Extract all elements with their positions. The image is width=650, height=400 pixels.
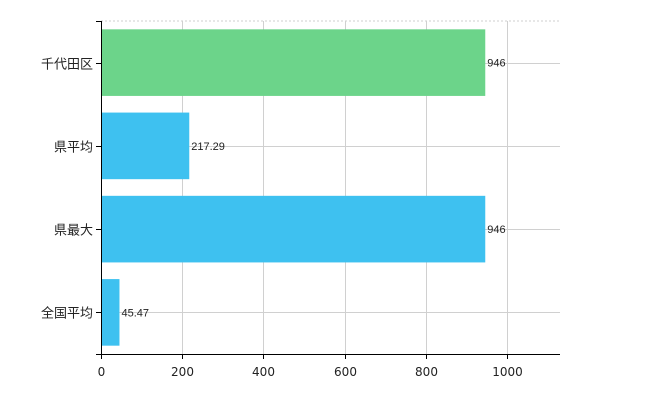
y-tick-label: 全国平均 <box>41 306 93 322</box>
y-tick-label: 県平均 <box>54 141 93 156</box>
bar <box>101 195 486 263</box>
data-label: 946 <box>487 58 505 70</box>
y-tick-label: 千代田区 <box>41 58 93 73</box>
x-tick-label: 200 <box>171 365 194 379</box>
data-labels: 946 217.29 946 45.47 <box>121 58 505 320</box>
x-tick-label: 600 <box>334 365 357 379</box>
data-label: 45.47 <box>121 307 149 319</box>
x-tick-label: 0 <box>98 365 106 379</box>
bars <box>101 29 486 346</box>
x-tick-label: 1000 <box>492 365 523 379</box>
y-tick-label: 県最大 <box>54 224 93 239</box>
x-tick-label: 400 <box>252 365 275 379</box>
data-label: 217.29 <box>191 141 225 153</box>
data-label: 946 <box>487 224 505 236</box>
x-tick-label: 800 <box>415 365 438 379</box>
bar <box>101 279 120 346</box>
bar <box>101 112 190 180</box>
bar <box>101 29 486 96</box>
